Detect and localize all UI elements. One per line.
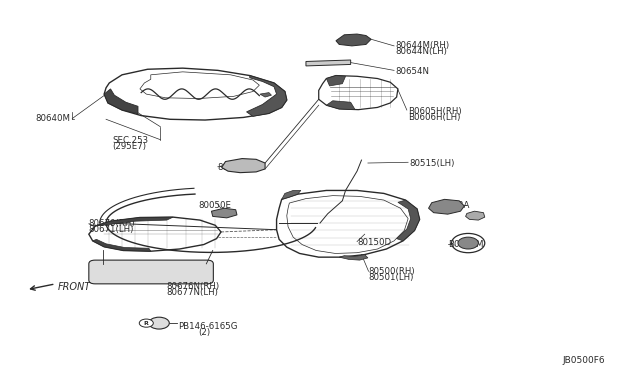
Polygon shape [211, 208, 237, 218]
Polygon shape [336, 34, 371, 46]
Polygon shape [93, 239, 151, 251]
Polygon shape [326, 101, 355, 110]
Text: 80515(LH): 80515(LH) [410, 158, 455, 167]
Text: 80053A: 80053A [436, 201, 470, 210]
Text: 80652N: 80652N [218, 163, 252, 172]
Text: FRONT: FRONT [58, 282, 92, 292]
Text: R: R [144, 321, 148, 326]
Polygon shape [339, 254, 368, 260]
Polygon shape [260, 93, 271, 97]
Text: B0605H(RH): B0605H(RH) [408, 108, 461, 116]
FancyBboxPatch shape [89, 260, 213, 284]
Circle shape [458, 237, 478, 249]
Text: 80501(LH): 80501(LH) [369, 273, 414, 282]
Polygon shape [246, 76, 287, 116]
Polygon shape [95, 217, 173, 226]
Text: 80676N(RH): 80676N(RH) [167, 282, 220, 291]
Polygon shape [429, 199, 465, 214]
Text: 80677N(LH): 80677N(LH) [167, 288, 219, 297]
Polygon shape [282, 190, 301, 199]
Text: JB0500F6: JB0500F6 [563, 356, 605, 365]
Text: 80644M(RH): 80644M(RH) [396, 41, 449, 51]
Text: 80150D: 80150D [357, 238, 391, 247]
Text: SEC.253: SEC.253 [113, 136, 148, 145]
Text: B0570M: B0570M [448, 240, 483, 249]
Text: PB146-6165G: PB146-6165G [178, 321, 237, 331]
Text: 80500(RH): 80500(RH) [369, 267, 415, 276]
Polygon shape [306, 60, 351, 66]
Text: 80050E: 80050E [198, 201, 232, 210]
Text: (295E7): (295E7) [113, 142, 147, 151]
Text: 80671(LH): 80671(LH) [89, 225, 134, 234]
Polygon shape [397, 200, 420, 241]
Text: B0606H(LH): B0606H(LH) [408, 113, 461, 122]
Polygon shape [466, 211, 484, 220]
Text: 80670(RH): 80670(RH) [89, 219, 136, 228]
Text: (2): (2) [198, 327, 211, 337]
Polygon shape [104, 89, 138, 114]
Text: 80640M: 80640M [36, 114, 71, 123]
Circle shape [140, 319, 154, 327]
Polygon shape [326, 76, 346, 86]
Text: 80654N: 80654N [396, 67, 429, 76]
Polygon shape [221, 158, 265, 173]
Circle shape [149, 317, 170, 329]
Text: 80644N(LH): 80644N(LH) [396, 47, 447, 56]
